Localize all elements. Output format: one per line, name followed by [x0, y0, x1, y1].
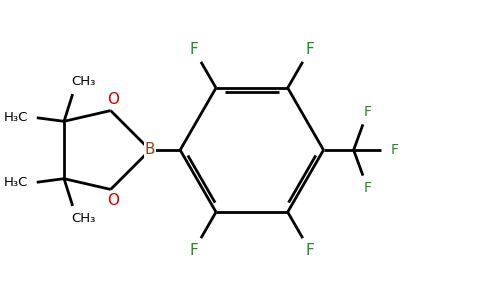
- Text: O: O: [107, 194, 120, 208]
- Text: F: F: [305, 243, 314, 258]
- Text: H₃C: H₃C: [4, 176, 28, 189]
- Text: CH₃: CH₃: [71, 212, 95, 225]
- Text: F: F: [305, 42, 314, 57]
- Text: F: F: [391, 143, 398, 157]
- Text: B: B: [145, 142, 155, 158]
- Text: O: O: [107, 92, 120, 106]
- Text: H₃C: H₃C: [4, 111, 28, 124]
- Text: F: F: [363, 182, 372, 195]
- Text: F: F: [363, 105, 372, 118]
- Text: F: F: [189, 243, 198, 258]
- Text: CH₃: CH₃: [71, 75, 95, 88]
- Text: F: F: [189, 42, 198, 57]
